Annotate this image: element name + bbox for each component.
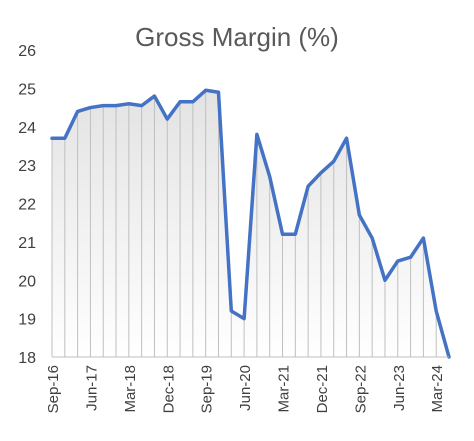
x-tick-label: Sep-19 xyxy=(199,365,216,413)
series-line xyxy=(50,88,451,359)
x-tick-label: Sep-16 xyxy=(45,365,62,413)
y-tick-label: 21 xyxy=(18,235,36,252)
x-tick-label: Jun-20 xyxy=(237,365,254,411)
y-tick-label: 20 xyxy=(18,273,36,290)
area-layer xyxy=(52,90,449,357)
x-tick-label: Mar-24 xyxy=(429,365,446,413)
y-tick-label: 18 xyxy=(18,350,36,367)
y-tick-label: 22 xyxy=(18,197,36,214)
x-tick-label: Jun-17 xyxy=(83,365,100,411)
y-tick-label: 25 xyxy=(18,81,36,98)
x-axis: Sep-16 Jun-17 Mar-18 Dec-18 Sep-19 Jun-20 Mar-… xyxy=(45,356,449,413)
x-tick-label: Mar-18 xyxy=(122,365,139,413)
x-tick-label: Jun-23 xyxy=(391,365,408,411)
x-tick-label: Mar-21 xyxy=(276,365,293,413)
y-tick-label: 23 xyxy=(18,158,36,175)
y-tick-label: 26 xyxy=(18,43,36,60)
line-layer xyxy=(50,88,451,359)
drop-lines xyxy=(51,90,437,357)
y-tick-label: 19 xyxy=(18,312,36,329)
x-tick-label: Dec-21 xyxy=(314,365,331,413)
area-fill xyxy=(52,90,449,357)
x-tick-label: Dec-18 xyxy=(160,365,177,413)
y-tick-label: 24 xyxy=(18,120,36,137)
x-tick-label: Sep-22 xyxy=(352,365,369,413)
chart-title: Gross Margin (%) xyxy=(135,22,339,52)
y-axis: 18 19 20 21 22 23 24 25 26 xyxy=(18,43,36,367)
